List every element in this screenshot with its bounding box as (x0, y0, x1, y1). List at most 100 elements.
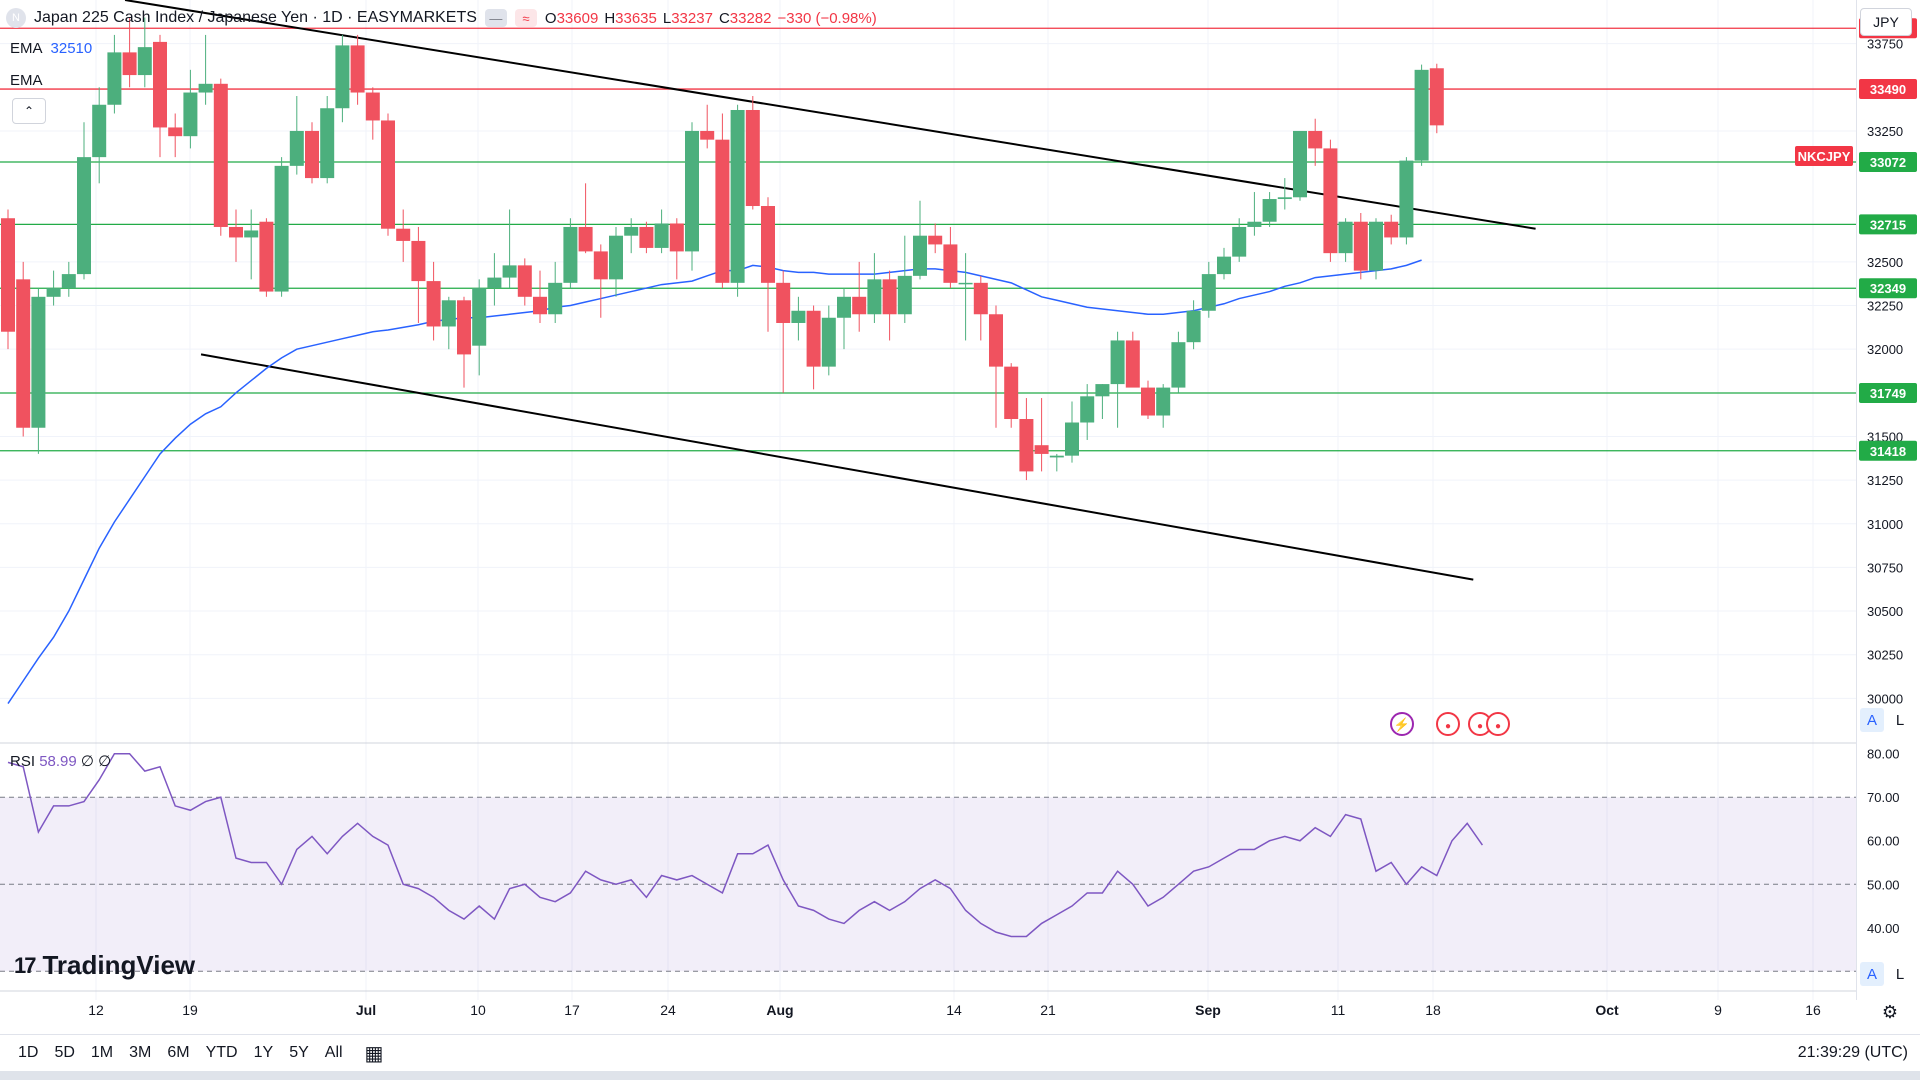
candle-body (1125, 340, 1140, 388)
time-tick-label: 17 (564, 1002, 580, 1018)
candle-5 (61, 261, 76, 297)
candle-43 (639, 221, 654, 254)
clock[interactable]: 21:39:29 (UTC) (1797, 1044, 1908, 1061)
candle-69 (1034, 398, 1049, 472)
level-badge-32715: 32715 (1859, 214, 1917, 235)
rsi-tick-label: 40.00 (1867, 921, 1900, 936)
candle-85 (1277, 178, 1292, 210)
rsi-value: 58.99 (39, 753, 81, 770)
candle-body (639, 226, 654, 248)
candle-36 (533, 270, 547, 323)
candle-body (563, 226, 578, 283)
candle-body (411, 240, 426, 282)
candle-9 (122, 17, 137, 88)
candle-95 (1429, 63, 1444, 134)
tradingview-logo[interactable]: 17 TradingView (14, 950, 195, 981)
candle-body (806, 310, 821, 367)
candle-81 (1217, 247, 1231, 280)
rsi-log-scale-button[interactable]: L (1888, 962, 1912, 986)
level-badge-32349: 32349 (1859, 278, 1917, 299)
level-badge-text: 31749 (1870, 386, 1906, 401)
candle-15 (213, 78, 228, 236)
price-tick-label: 31500 (1867, 429, 1903, 444)
candle-17 (244, 209, 259, 280)
candle-71 (1065, 401, 1079, 463)
candle-body (791, 310, 806, 323)
tradingview-text: TradingView (42, 950, 196, 980)
candle-body (1141, 387, 1155, 416)
tradingview-mark: 17 (14, 952, 37, 978)
rsi-auto-scale-button[interactable]: A (1860, 962, 1884, 986)
candle-92 (1384, 214, 1399, 245)
candle-body (761, 206, 775, 283)
range-button-6m[interactable]: 6M (167, 1044, 190, 1061)
price-chart[interactable]: RSI 58.99 ∅ ∅ ⚡ ● ● ● 12 19 Jul 10 17 24 Aug 14 21 Sep… (0, 0, 1856, 1030)
price-axis[interactable]: 30000 30250 30500 30750 31000 31250 31500 32000… (1856, 0, 1920, 1000)
candle-body (46, 288, 61, 297)
candle-body (989, 314, 1003, 367)
symbol-title[interactable]: Japan 225 Cash Index / Japanese Yen · 1D… (34, 9, 477, 26)
candle-91 (1369, 218, 1383, 280)
auto-scale-button[interactable]: A (1860, 708, 1884, 732)
range-button-1y[interactable]: 1Y (253, 1044, 274, 1061)
minus-icon[interactable]: — (484, 9, 507, 27)
price-tick-label: 33250 (1867, 124, 1903, 139)
candle-12 (168, 113, 183, 158)
time-tick-label: 16 (1805, 1002, 1821, 1018)
currency-button[interactable]: JPY (1860, 8, 1912, 36)
chart-area[interactable]: RSI 58.99 ∅ ∅ ⚡ ● ● ● 12 19 Jul 10 17 24 Aug 14 21 Sep… (0, 0, 1856, 1030)
range-button-1d[interactable]: 1D (18, 1044, 39, 1061)
candle-body (669, 223, 684, 252)
rsi-line (7, 752, 1484, 938)
candle-24 (350, 34, 365, 105)
ema-legend-2[interactable]: EMA (10, 72, 43, 89)
candle-78 (1171, 331, 1186, 393)
record-event-icon (1486, 712, 1510, 736)
candle-body (1156, 387, 1171, 416)
symbol-tag-badge: NKCJPY (1795, 146, 1853, 166)
gear-icon[interactable]: ⚙ (1881, 1001, 1899, 1022)
ohlc-item: O33609 (545, 10, 598, 27)
level-badge-bg (1859, 278, 1917, 299)
candle-23 (335, 34, 350, 123)
time-tick-label: 21 (1040, 1002, 1056, 1018)
candle-body (487, 277, 502, 289)
wave-icon[interactable]: ≈ (514, 9, 537, 27)
candle-29 (426, 261, 441, 341)
price-tick-label: 31250 (1867, 473, 1903, 488)
candle-body (700, 130, 715, 140)
collapse-legend-button[interactable]: ⌃ (12, 98, 46, 124)
candle-80 (1201, 261, 1216, 318)
candle-45 (669, 218, 684, 280)
symbol-legend: N Japan 225 Cash Index / Japanese Yen · … (6, 8, 877, 28)
calendar-icon[interactable]: ▦ (364, 1042, 384, 1065)
candle-51 (761, 197, 775, 332)
log-scale-button[interactable]: L (1888, 708, 1912, 732)
range-button-all[interactable]: All (324, 1044, 343, 1061)
candle-body (259, 221, 274, 292)
range-button-3m[interactable]: 3M (129, 1044, 152, 1061)
ema-legend-1[interactable]: EMA 32510 (10, 40, 92, 57)
ohlc-item: −330 (−0.98%) (778, 10, 877, 27)
candle-79 (1186, 300, 1201, 350)
candle-body (882, 279, 897, 315)
candle-body (745, 109, 760, 207)
candle-body (107, 52, 122, 105)
candle-19 (274, 157, 289, 297)
candle-body (137, 47, 152, 76)
range-button-ytd[interactable]: YTD (205, 1044, 238, 1061)
candle-body (593, 251, 608, 280)
candle-59 (882, 270, 897, 341)
record-glyph: ● (1445, 721, 1451, 732)
range-button-5d[interactable]: 5D (54, 1044, 75, 1061)
candle-57 (852, 261, 867, 332)
ohlc-key: L (662, 9, 672, 27)
range-button-5y[interactable]: 5Y (289, 1044, 309, 1061)
candle-38 (563, 218, 578, 289)
price-tick-label: 30000 (1867, 691, 1903, 706)
rsi-auto-scale-label: A (1866, 965, 1877, 983)
candle-body (1399, 160, 1414, 238)
range-button-1m[interactable]: 1M (90, 1044, 114, 1061)
level-badge-33072: 33072 (1859, 152, 1917, 173)
ohlc-value: −330 (−0.98%) (777, 9, 877, 27)
